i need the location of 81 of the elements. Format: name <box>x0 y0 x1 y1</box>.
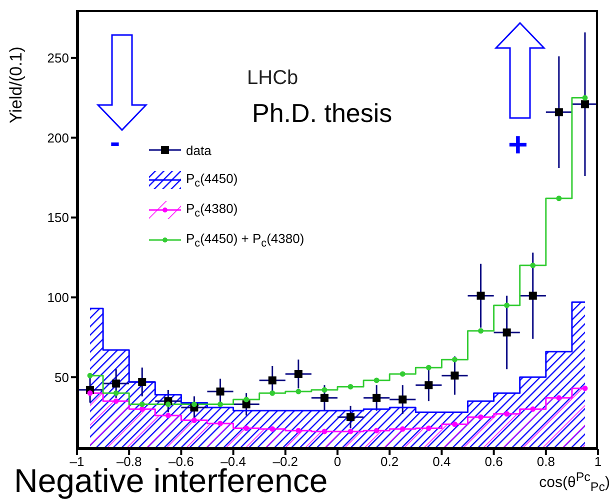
annotation: - <box>110 126 120 159</box>
point <box>374 378 380 384</box>
point <box>138 378 146 386</box>
point <box>556 196 562 202</box>
legend-label: data <box>186 142 212 158</box>
point <box>582 386 588 392</box>
point <box>270 390 276 396</box>
annotation: LHCb <box>247 67 298 89</box>
point <box>426 425 432 431</box>
x-tick-label: –0.2 <box>272 454 298 470</box>
x-tick-label: 0.2 <box>380 454 399 470</box>
point <box>322 387 328 393</box>
point <box>244 396 250 402</box>
y-tick-label: 100 <box>47 290 69 305</box>
y-tick-label: 150 <box>47 210 69 226</box>
point <box>191 402 197 408</box>
point <box>216 388 224 396</box>
point <box>504 302 510 308</box>
point <box>530 406 536 412</box>
point <box>112 380 120 388</box>
point <box>452 422 458 428</box>
point <box>87 390 93 396</box>
point <box>528 292 537 300</box>
point <box>165 402 171 408</box>
point <box>348 428 354 434</box>
point <box>244 425 250 431</box>
annotation: Ph.D. thesis <box>252 98 392 128</box>
x-tick-label: 0.4 <box>432 454 451 470</box>
point <box>478 414 484 420</box>
y-tick-label: 250 <box>47 50 69 66</box>
point <box>139 406 145 412</box>
point <box>296 388 302 394</box>
point <box>398 396 407 404</box>
point <box>502 328 511 336</box>
point <box>400 371 406 377</box>
y-axis-title: Yield/(0.1) <box>6 46 26 124</box>
point <box>374 428 380 434</box>
point <box>113 398 119 404</box>
x-axis-title: cos(θ$^{Pc}$$_{Pc}$) <box>539 470 610 494</box>
legend-label: P$_{c}$(4450) <box>186 170 238 190</box>
point <box>268 376 276 384</box>
point <box>426 364 432 370</box>
x-tick-label: –0.6 <box>168 454 194 470</box>
point <box>556 395 562 401</box>
x-tick-label: 0.6 <box>484 454 503 470</box>
point <box>320 394 328 402</box>
point <box>580 100 589 108</box>
point <box>113 390 119 396</box>
point <box>165 412 171 418</box>
point <box>294 370 302 378</box>
point <box>348 384 354 390</box>
x-tick-label: 1 <box>594 454 602 470</box>
annotation: + <box>508 126 528 164</box>
x-tick-label: 0 <box>334 454 342 470</box>
point <box>554 108 563 116</box>
point <box>478 328 484 334</box>
point <box>452 356 458 362</box>
point <box>191 418 197 424</box>
point <box>372 394 381 402</box>
y-tick-label: 200 <box>47 130 69 146</box>
point <box>296 428 302 434</box>
point <box>450 372 459 380</box>
point <box>218 420 224 426</box>
point <box>424 381 433 390</box>
point <box>139 402 145 408</box>
point <box>270 426 276 432</box>
point <box>582 95 588 101</box>
point <box>504 411 510 417</box>
point <box>346 413 355 422</box>
legend-label: P$_{c}$(4450) + P$_{c}$(4380) <box>186 230 304 250</box>
point <box>322 428 328 434</box>
point <box>530 262 536 268</box>
x-tick-label: 0.8 <box>536 454 555 470</box>
legend-label: P$_{c}$(4380) <box>186 200 238 220</box>
y-tick-label: 50 <box>54 370 69 385</box>
x-tick-label: –0.4 <box>220 454 246 470</box>
point <box>87 372 93 378</box>
x-tick-label: –0.8 <box>116 454 142 470</box>
point <box>400 426 406 432</box>
point <box>242 400 250 408</box>
point <box>476 292 485 300</box>
